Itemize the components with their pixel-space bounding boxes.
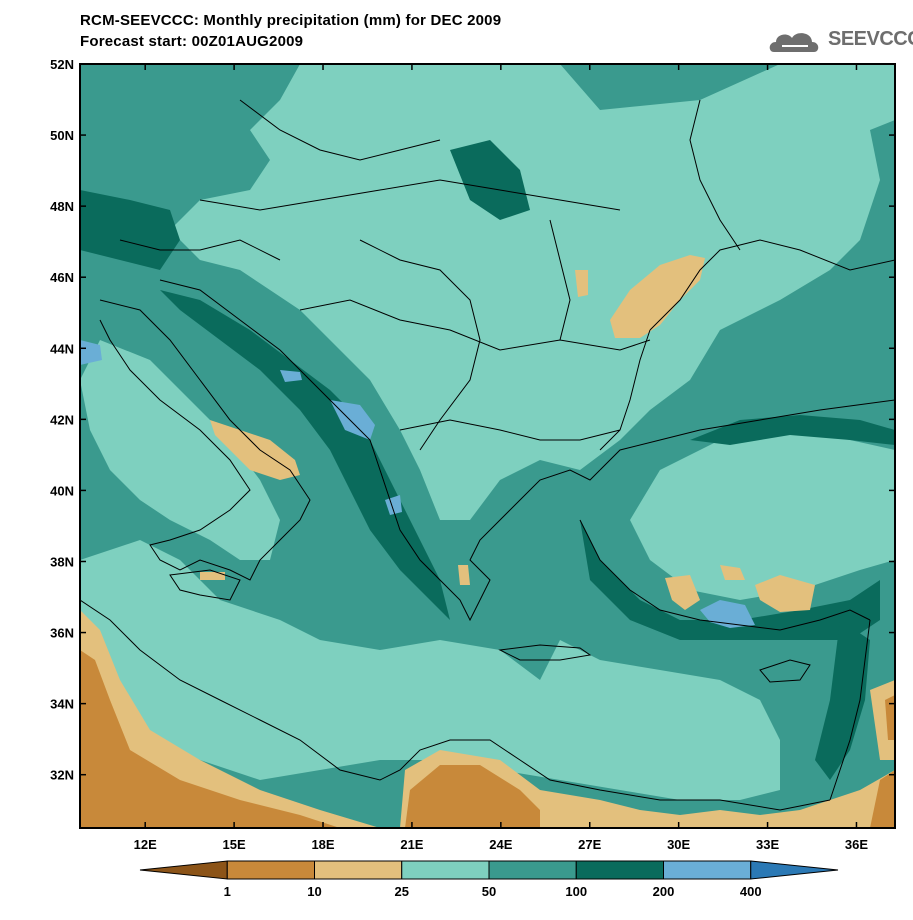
- coast-italy: [99, 299, 311, 581]
- latitude-ticks: 52N 50N 48N 46N 44N 42N 40N 38N 36N 34N 32N: [50, 57, 895, 783]
- field-10-25-anatolia-1: [665, 575, 700, 610]
- colorbar-label: 200: [653, 884, 675, 899]
- map-title: RCM-SEEVCCC: Monthly precipitation (mm) …: [80, 12, 502, 29]
- lon-tick-label: 12E: [134, 837, 157, 852]
- lat-tick-label: 34N: [50, 697, 74, 712]
- coast-cyprus: [759, 659, 811, 683]
- lon-tick-label: 15E: [223, 837, 246, 852]
- lat-tick-label: 40N: [50, 483, 74, 498]
- field-10-25-sicily: [200, 572, 225, 580]
- field-100-200-carpathians: [450, 140, 530, 220]
- colorbar-segment: [401, 860, 490, 880]
- lon-tick-label: 30E: [667, 837, 690, 852]
- field-1-10-egypt: [870, 770, 895, 828]
- lat-tick-label: 44N: [50, 341, 74, 356]
- coast-sicily: [169, 569, 241, 601]
- field-1-10-sinai: [885, 695, 895, 740]
- colorbar-label: 10: [307, 884, 321, 899]
- lat-tick-label: 36N: [50, 626, 74, 641]
- lat-tick-label: 48N: [50, 199, 74, 214]
- lat-tick-label: 46N: [50, 270, 74, 285]
- longitude-ticks: 12E 15E 18E 21E 24E 27E 30E 33E 36E: [134, 64, 868, 852]
- colorbar-segment: [139, 860, 228, 880]
- lon-tick-label: 24E: [489, 837, 512, 852]
- field-200-400-ligurian: [80, 340, 102, 365]
- border-2: [299, 299, 651, 351]
- border-7: [689, 99, 741, 251]
- field-10-25-danube-delta: [610, 255, 705, 338]
- field-25-50-anatolia: [630, 430, 895, 600]
- field-100-200-levant: [815, 620, 870, 780]
- field-10-25-apulia: [210, 420, 300, 480]
- precipitation-field: [80, 64, 895, 828]
- lon-tick-label: 33E: [756, 837, 779, 852]
- seevccc-logo-text: SEEVCCC: [828, 28, 913, 50]
- border-8: [239, 99, 441, 161]
- map-frame: [79, 63, 896, 829]
- cloud-icon: [769, 33, 819, 52]
- field-25-50-italy: [80, 340, 280, 560]
- field-100-200-alps: [80, 190, 180, 270]
- lat-tick-label: 50N: [50, 128, 74, 143]
- colorbar-label: 25: [395, 884, 409, 899]
- coast-black-sea: [649, 239, 895, 331]
- border-5: [549, 219, 571, 341]
- forecast-start-label: Forecast start: 00Z01AUG2009: [80, 33, 304, 50]
- coast-crete: [498, 644, 592, 661]
- coast-black-sea-south: [599, 329, 651, 451]
- border-3: [359, 239, 481, 451]
- colorbar-segment: [226, 860, 315, 880]
- field-100-200-adriatic: [160, 290, 450, 620]
- border-4: [399, 419, 621, 441]
- border-6: [119, 239, 281, 261]
- colorbar-label: 400: [740, 884, 762, 899]
- coast-turkey: [599, 399, 895, 471]
- border-1: [199, 179, 621, 211]
- field-25-50-balkan: [170, 64, 895, 520]
- coastlines: [80, 99, 895, 811]
- field-1-10-cyrenaica: [405, 765, 540, 828]
- field-200-400-antalya: [700, 600, 755, 628]
- lat-tick-label: 32N: [50, 768, 74, 783]
- colorbar: 1 10 25 50 100 200 400: [139, 860, 839, 899]
- coast-africa: [80, 599, 831, 811]
- colorbar-segment: [575, 860, 664, 880]
- colorbar-label: 50: [482, 884, 496, 899]
- field-10-25-anatolia-2: [755, 575, 815, 612]
- field-10-25-anatolia-3: [720, 565, 745, 580]
- colorbar-segment: [314, 860, 403, 880]
- field-200-400-croatia: [280, 370, 302, 382]
- lon-tick-label: 36E: [845, 837, 868, 852]
- lat-tick-label: 52N: [50, 57, 74, 72]
- colorbar-segment: [663, 860, 752, 880]
- field-10-25-peloponnese: [458, 565, 470, 585]
- lon-tick-label: 27E: [578, 837, 601, 852]
- coast-balkan: [159, 279, 601, 622]
- lon-tick-label: 18E: [311, 837, 334, 852]
- field-1-10-libya: [80, 650, 340, 828]
- lat-tick-label: 42N: [50, 412, 74, 427]
- colorbar-segment: [488, 860, 577, 880]
- lat-tick-label: 38N: [50, 554, 74, 569]
- field-25-50-sea-south: [80, 540, 780, 800]
- lon-tick-label: 21E: [400, 837, 423, 852]
- coast-turkey-south: [579, 519, 871, 631]
- colorbar-segment: [750, 860, 839, 880]
- field-10-25-romania: [575, 270, 588, 297]
- field-200-400-epirus: [385, 495, 402, 515]
- field-200-400-dalmatia: [330, 400, 375, 440]
- field-100-200-pontic: [690, 415, 895, 445]
- colorbar-label: 100: [565, 884, 587, 899]
- coast-levant: [829, 619, 871, 801]
- colorbar-label: 1: [224, 884, 231, 899]
